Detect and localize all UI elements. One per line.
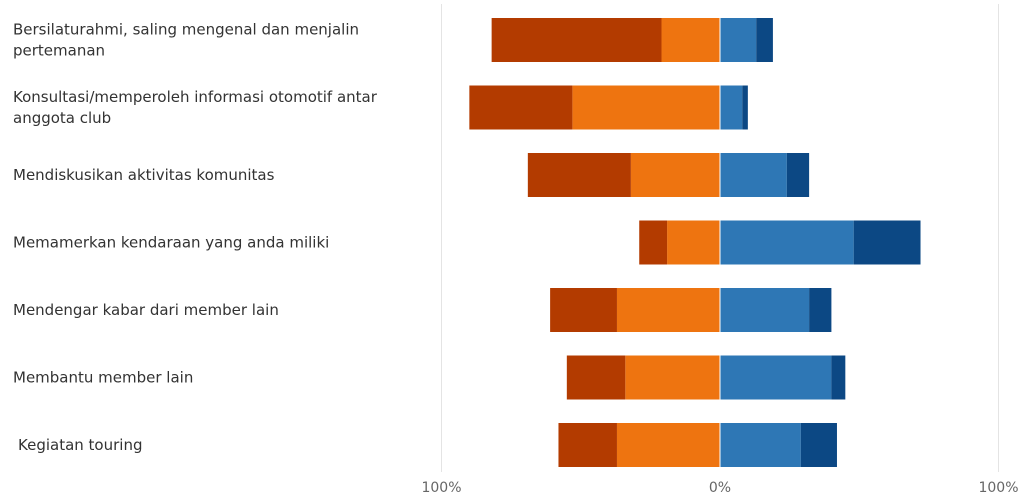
category-label-3: Memamerkan kendaraan yang anda miliki <box>13 234 329 252</box>
bar-positive-1-row-0 <box>756 18 773 62</box>
bar-negative-1-row-4 <box>616 288 720 332</box>
category-label-1: Konsultasi/memperoleh informasi otomotif… <box>13 88 378 127</box>
bar-negative-1-row-2 <box>630 153 720 197</box>
bar-negative-1-row-5 <box>625 355 720 400</box>
category-label-6: Kegiatan touring <box>18 436 142 454</box>
category-labels: Bersilaturahmi, saling mengenal dan menj… <box>13 21 378 455</box>
bar-positive-0-row-3 <box>720 220 854 265</box>
bar-negative-0-row-6 <box>558 423 617 467</box>
tick-label-1: 0% <box>709 480 731 496</box>
bar-negative-1-row-3 <box>667 220 720 265</box>
bar-positive-1-row-3 <box>853 220 921 265</box>
tick-label-0: 100% <box>421 480 461 496</box>
bar-positive-1-row-6 <box>800 423 837 467</box>
category-label-0: Bersilaturahmi, saling mengenal dan menj… <box>13 21 359 60</box>
bar-positive-0-row-1 <box>720 85 743 130</box>
bar-positive-1-row-5 <box>831 355 846 400</box>
bar-positive-0-row-0 <box>720 18 757 62</box>
bar-negative-1-row-1 <box>572 85 720 130</box>
bar-negative-0-row-1 <box>469 85 573 130</box>
category-label-4: Mendengar kabar dari member lain <box>13 301 279 319</box>
bar-negative-0-row-3 <box>639 220 668 265</box>
bar-negative-0-row-0 <box>491 18 662 62</box>
category-label-2: Mendiskusikan aktivitas komunitas <box>13 166 275 184</box>
bar-negative-0-row-4 <box>550 288 617 332</box>
bar-positive-0-row-2 <box>720 153 787 197</box>
bars <box>469 4 921 472</box>
bar-positive-1-row-4 <box>809 288 832 332</box>
category-label-5: Membantu member lain <box>13 369 193 387</box>
bar-negative-1-row-6 <box>616 423 720 467</box>
bar-positive-1-row-1 <box>742 85 748 130</box>
tick-label-2: 100% <box>978 480 1018 496</box>
bar-positive-0-row-5 <box>720 355 832 400</box>
bar-negative-0-row-5 <box>566 355 626 400</box>
bar-negative-1-row-0 <box>661 18 720 62</box>
bar-negative-0-row-2 <box>527 153 631 197</box>
bar-positive-1-row-2 <box>786 153 810 197</box>
x-axis-ticks: 100% 0% 100% <box>421 480 1018 496</box>
bar-positive-0-row-4 <box>720 288 810 332</box>
bar-positive-0-row-6 <box>720 423 801 467</box>
